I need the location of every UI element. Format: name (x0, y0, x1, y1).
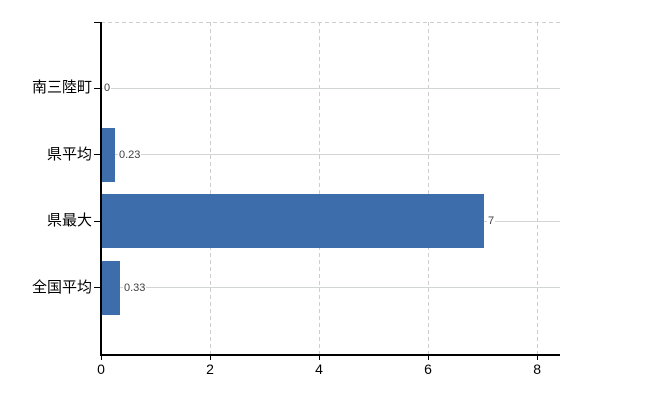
y-gridline (101, 154, 560, 155)
y-tick-mark (94, 88, 101, 89)
x-gridline (428, 22, 430, 354)
bar (102, 128, 115, 182)
x-gridline (537, 22, 539, 354)
bar (102, 261, 120, 315)
y-gridline (101, 287, 560, 288)
plot-top-border (101, 22, 560, 23)
category-label: 県平均 (46, 146, 92, 163)
x-tick-label: 4 (315, 361, 323, 377)
category-label: 南三陸町 (31, 79, 92, 96)
x-tick-label: 6 (424, 361, 432, 377)
y-axis (100, 22, 102, 356)
x-tick-mark (319, 354, 321, 360)
x-axis (100, 354, 560, 356)
value-label: 0.23 (118, 148, 142, 162)
y-tick-mark (94, 154, 101, 155)
value-label: 0.33 (123, 281, 147, 295)
x-gridline (210, 22, 212, 354)
x-tick-mark (428, 354, 430, 360)
bar (102, 194, 484, 248)
x-tick-label: 0 (97, 361, 105, 377)
x-gridline (319, 22, 321, 354)
category-label: 全国平均 (31, 279, 92, 296)
y-tick-mark (94, 22, 101, 23)
x-tick-mark (210, 354, 212, 360)
y-tick-mark (94, 287, 101, 288)
value-label: 0 (103, 81, 112, 95)
y-tick-mark (94, 221, 101, 222)
category-label: 県最大 (46, 212, 92, 229)
x-tick-mark (537, 354, 539, 360)
x-tick-mark (101, 354, 102, 360)
y-gridline (101, 88, 560, 89)
x-tick-label: 2 (206, 361, 214, 377)
value-label: 7 (487, 214, 496, 228)
x-tick-label: 8 (533, 361, 541, 377)
